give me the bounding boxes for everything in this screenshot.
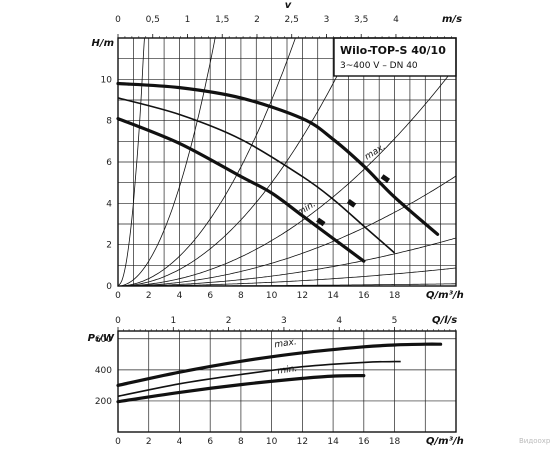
head-curve-min <box>116 117 366 263</box>
top-tick-label: 4 <box>336 316 342 326</box>
x-axis-label: Q/m³/h <box>426 290 464 301</box>
system-curve <box>118 237 456 286</box>
x-tick-label: 16 <box>358 437 370 447</box>
curve-marker <box>346 198 357 208</box>
system-curve <box>118 38 296 286</box>
top-tick-label: 0 <box>115 15 121 25</box>
y-axis-label: H/m <box>92 38 114 49</box>
x-tick-label: 18 <box>389 437 401 447</box>
top-tick-label: 3 <box>281 316 287 326</box>
power-flow-chart: max.min.0 2 4 6 8 10 12 14 16 18 Q/m³/h200400600P₁… <box>88 315 464 447</box>
curve-label: min. <box>277 364 298 377</box>
x-tick-label: 4 <box>177 437 183 447</box>
system-curve <box>118 175 456 286</box>
power-curve-min <box>116 374 366 404</box>
system-curve <box>118 38 145 286</box>
y-tick-label: 10 <box>101 75 113 85</box>
x-axis-label: Q/m³/h <box>426 436 464 447</box>
top-tick-label: 2 <box>254 15 260 25</box>
x-tick-label: 18 <box>389 291 401 301</box>
x-tick-label: 14 <box>327 437 339 447</box>
top-tick-label: 0,5 <box>146 15 160 25</box>
top-tick-label: 4 <box>393 15 399 25</box>
power-curve-max <box>116 342 443 387</box>
head-curve-max <box>116 81 440 236</box>
x-tick-label: 0 <box>115 291 121 301</box>
y-tick-label: 400 <box>95 366 112 376</box>
system-curve <box>118 38 357 286</box>
top-tick-label: 1 <box>185 15 191 25</box>
x-tick-label: 6 <box>207 437 213 447</box>
x-tick-label: 6 <box>207 291 213 301</box>
top-tick-label: 2 <box>226 316 232 326</box>
x-tick-label: 12 <box>297 291 308 301</box>
top-tick-label: 0 <box>115 316 121 326</box>
y-tick-label: 600 <box>95 335 112 345</box>
x-tick-label: 12 <box>297 437 308 447</box>
curve-marker <box>316 217 326 227</box>
plot-frame <box>117 330 457 433</box>
legend-box: Wilo-TOP-S 40/10 3~400 V – DN 40 <box>333 37 457 77</box>
x-tick-label: 8 <box>238 291 244 301</box>
x-tick-label: 14 <box>327 291 339 301</box>
top-axis-label: v <box>285 0 292 11</box>
top-axis-label: Q/l/s <box>432 315 457 326</box>
x-tick-label: 8 <box>238 437 244 447</box>
curve-marker <box>380 174 391 183</box>
chart-subtitle: 3~400 V – DN 40 <box>340 61 418 71</box>
top-tick-label: 1,5 <box>215 15 229 25</box>
y-tick-label: 200 <box>95 397 112 407</box>
curve-label: max. <box>363 142 387 162</box>
y-tick-label: 8 <box>106 117 112 127</box>
top-tick-label: 2,5 <box>285 15 299 25</box>
top-axis-unit: m/s <box>442 14 462 25</box>
curve-label: max. <box>274 337 298 350</box>
x-tick-label: 10 <box>266 437 278 447</box>
system-curve <box>118 65 456 286</box>
y-tick-label: 0 <box>106 282 112 292</box>
head-flow-chart: Wilo-TOP-S 40/10 3~400 V – DN 40 max. min. 0… <box>92 0 464 301</box>
x-tick-label: 16 <box>358 291 370 301</box>
chart-title: Wilo-TOP-S 40/10 <box>340 44 446 57</box>
top-tick-label: 5 <box>392 316 398 326</box>
x-tick-label: 2 <box>146 291 152 301</box>
power-curve-medium <box>117 360 401 398</box>
x-tick-label: 10 <box>266 291 278 301</box>
head-curve-medium <box>117 97 396 254</box>
top-tick-label: 1 <box>170 316 176 326</box>
y-axis-label: P₁/W <box>88 333 115 344</box>
x-tick-label: 2 <box>146 437 152 447</box>
y-tick-label: 2 <box>106 241 112 251</box>
watermark: Видоохр <box>519 437 550 445</box>
plot-frame <box>117 37 457 287</box>
y-tick-label: 6 <box>106 158 112 168</box>
top-tick-label: 3,5 <box>354 15 368 25</box>
x-tick-label: 0 <box>115 437 121 447</box>
curve-label: min. <box>296 199 318 218</box>
top-tick-label: 3 <box>324 15 330 25</box>
y-tick-label: 4 <box>106 199 112 209</box>
x-tick-label: 4 <box>177 291 183 301</box>
